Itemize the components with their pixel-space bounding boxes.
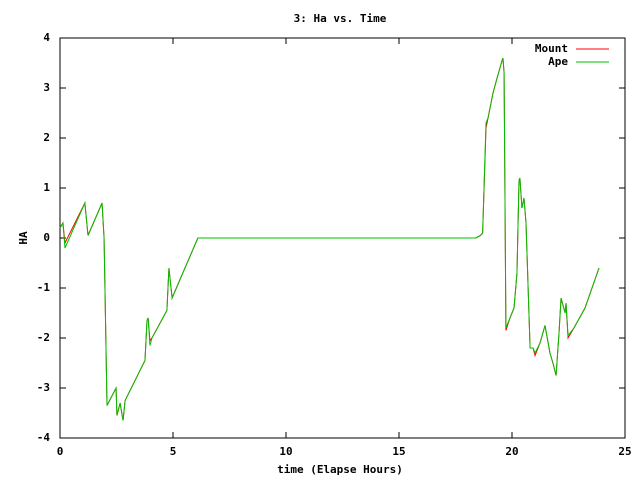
y-tick-label: 1	[43, 181, 50, 194]
y-tick-label: 0	[43, 231, 50, 244]
chart-title: 3: Ha vs. Time	[294, 12, 387, 25]
x-tick-label: 20	[505, 445, 518, 458]
series-line	[59, 57, 600, 421]
x-tick-label: 10	[279, 445, 292, 458]
legend-label: Mount	[535, 42, 568, 55]
x-tick-label: 0	[57, 445, 64, 458]
legend-label: Ape	[548, 55, 568, 68]
y-tick-label: 4	[43, 31, 50, 44]
y-axis-label: HA	[17, 231, 30, 245]
x-axis-label: time (Elapse Hours)	[277, 463, 403, 476]
x-tick-label: 25	[618, 445, 631, 458]
y-tick-label: -4	[37, 431, 51, 444]
y-tick-label: -1	[37, 281, 51, 294]
y-tick-label: 3	[43, 81, 50, 94]
y-tick-label: -3	[37, 381, 50, 394]
x-tick-label: 5	[170, 445, 177, 458]
y-tick-label: 2	[43, 131, 50, 144]
x-tick-label: 15	[392, 445, 405, 458]
y-tick-label: -2	[37, 331, 50, 344]
